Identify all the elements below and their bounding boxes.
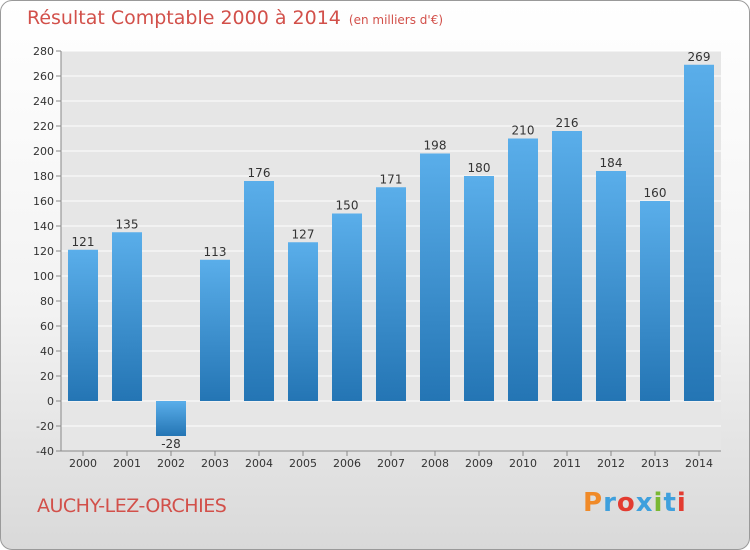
bars: 121 135 -28 113 176 127 150 171 198 180 210 216 184 1… [68, 50, 714, 451]
y-tick-label: 120 [33, 245, 54, 258]
data-label: -28 [161, 437, 181, 451]
bar-2007 [376, 187, 406, 401]
y-tick-label: 260 [33, 70, 54, 83]
data-label: 121 [72, 235, 95, 249]
chart-title-text: Résultat Comptable 2000 à 2014 [27, 7, 341, 29]
bar-2000 [68, 249, 98, 401]
data-label: 176 [248, 166, 271, 180]
data-label: 150 [336, 199, 359, 213]
bar-2010 [508, 138, 538, 401]
y-axis: -40 -20 0 20 40 60 80 100 120 140 160 180 200 220 240 2… [33, 45, 62, 458]
x-tick-label: 2011 [553, 457, 581, 470]
x-tick-label: 2004 [245, 457, 273, 470]
data-label: 269 [688, 50, 711, 64]
x-tick-label: 2007 [377, 457, 405, 470]
y-tick-label: 0 [47, 395, 54, 408]
x-tick-label: 2014 [685, 457, 713, 470]
y-tick-label: 220 [33, 120, 54, 133]
y-tick-label: 60 [40, 320, 54, 333]
y-tick-label: 80 [40, 295, 54, 308]
logo-letter: r [603, 488, 617, 518]
logo-letter: P [583, 488, 604, 518]
y-tick-label: 20 [40, 370, 54, 383]
x-tick-label: 2010 [509, 457, 537, 470]
bar-2003 [200, 259, 230, 401]
y-tick-label: 280 [33, 45, 54, 58]
commune-name: AUCHY-LEZ-ORCHIES [37, 495, 227, 517]
y-tick-label: 240 [33, 95, 54, 108]
data-label: 216 [556, 116, 579, 130]
logo-letter: i [653, 488, 664, 518]
chart-subtitle: (en milliers d'€) [348, 13, 444, 27]
data-label: 184 [600, 156, 623, 170]
x-axis: 2000 2001 2002 2003 2004 2005 2006 2007 2008 2009… [61, 450, 721, 470]
bar-2005 [288, 242, 318, 401]
logo-letter: x [635, 488, 654, 518]
y-tick-label: 160 [33, 195, 54, 208]
bar-2011 [552, 131, 582, 401]
x-tick-label: 2008 [421, 457, 449, 470]
y-tick-label: 40 [40, 345, 54, 358]
logo-letter: i [676, 488, 687, 518]
x-tick-label: 2001 [113, 457, 141, 470]
bar-2008 [420, 153, 450, 401]
bar-2013 [640, 201, 670, 401]
bar-2006 [332, 213, 362, 401]
bar-2001 [112, 232, 142, 401]
bar-2009 [464, 176, 494, 401]
logo-letter: t [663, 488, 677, 518]
x-tick-label: 2006 [333, 457, 361, 470]
data-label: 171 [380, 172, 403, 186]
y-tick-label: 200 [33, 145, 54, 158]
x-tick-label: 2009 [465, 457, 493, 470]
x-tick-label: 2000 [69, 457, 97, 470]
data-label: 160 [644, 186, 667, 200]
data-label: 210 [512, 124, 535, 138]
y-tick-label: 180 [33, 170, 54, 183]
x-tick-label: 2013 [641, 457, 669, 470]
bar-2002 [156, 401, 186, 436]
bar-2014 [684, 64, 714, 401]
y-tick-label: -20 [36, 420, 54, 433]
x-tick-label: 2005 [289, 457, 317, 470]
x-tick-label: 2012 [597, 457, 625, 470]
y-tick-label: 140 [33, 220, 54, 233]
bar-2012 [596, 171, 626, 401]
proxiti-logo[interactable]: Proxiti [583, 488, 687, 518]
bar-2004 [244, 181, 274, 401]
logo-letter: o [616, 488, 636, 518]
data-label: 113 [204, 245, 227, 259]
data-label: 127 [292, 227, 315, 241]
x-tick-label: 2002 [157, 457, 185, 470]
chart-title: Résultat Comptable 2000 à 2014 (en millie… [27, 7, 443, 29]
data-label: 180 [468, 161, 491, 175]
x-tick-label: 2003 [201, 457, 229, 470]
y-tick-label: -40 [36, 445, 54, 458]
data-label: 135 [116, 217, 139, 231]
data-label: 198 [424, 139, 447, 153]
y-tick-label: 100 [33, 270, 54, 283]
